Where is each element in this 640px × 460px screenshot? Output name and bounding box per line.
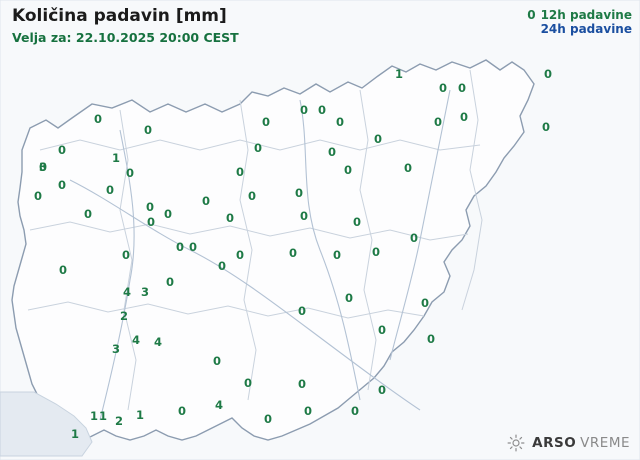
station-value: 4 [122, 285, 132, 299]
station-value: 0 [58, 263, 68, 277]
station-value: 3 [111, 342, 121, 356]
page-title: Količina padavin [mm] [12, 6, 227, 26]
station-value: 0 [373, 132, 383, 146]
adriatic-sea [0, 391, 93, 457]
station-value: 0 [225, 211, 235, 225]
station-value: 0 [317, 103, 327, 117]
sun-icon [507, 434, 525, 452]
station-value: 0 [299, 209, 309, 223]
station-value: 0 [350, 404, 360, 418]
station-value: 1 [111, 151, 121, 165]
station-value: 0 [297, 304, 307, 318]
station-value: 0 [263, 412, 273, 426]
station-value: 0 [125, 166, 135, 180]
station-value: 0 [377, 383, 387, 397]
legend-row-12h: 0 12h padavine [527, 8, 632, 22]
station-value: 0 [217, 259, 227, 273]
station-value: 0 [235, 248, 245, 262]
station-value: 0 [541, 120, 551, 134]
station-value: 0 [433, 115, 443, 129]
station-value: 0 [57, 143, 67, 157]
station-value: 0 [299, 103, 309, 117]
station-value: 0 [163, 207, 173, 221]
region-boundaries [27, 69, 483, 411]
station-value: 0 [438, 81, 448, 95]
station-value: 0 [146, 215, 156, 229]
station-value: 0 [420, 296, 430, 310]
station-value: 0 [177, 404, 187, 418]
valid-time-subtitle: Velja za: 22.10.2025 20:00 CEST [12, 30, 239, 45]
station-value: 2 [119, 309, 129, 323]
station-value: 0 [344, 291, 354, 305]
station-value: 0 [371, 245, 381, 259]
station-value: 3 [38, 160, 48, 174]
title-block: Količina padavin [mm] Velja za: 22.10.20… [12, 6, 239, 46]
station-value: 0 [297, 377, 307, 391]
station-value: 0 [352, 215, 362, 229]
station-value: 0 [121, 248, 131, 262]
brand-vreme-text: VREME [580, 435, 630, 451]
rivers [69, 89, 451, 421]
station-value: 0 [377, 323, 387, 337]
legend-row-24h: 24h padavine [527, 22, 632, 37]
station-value: 0 [335, 115, 345, 129]
station-value: 0 [145, 200, 155, 214]
station-value: 0 [343, 163, 353, 177]
station-value: 1 [70, 427, 80, 441]
legend-label-12h: 12h padavine [540, 8, 632, 22]
brand-arso-text: ARSO [532, 435, 577, 451]
station-value: 0 [38, 160, 48, 174]
station-value: 0 [247, 189, 257, 203]
station-value: 0 [261, 115, 271, 129]
station-value: 4 [214, 398, 224, 412]
station-value: 0 [409, 231, 419, 245]
station-value: 0 [243, 376, 253, 390]
station-value: 0 [105, 183, 115, 197]
station-value: 0 [93, 112, 103, 126]
station-value: 0 [327, 145, 337, 159]
station-value: 4 [153, 335, 163, 349]
station-value: 0 [543, 67, 553, 81]
station-value: 0 [175, 240, 185, 254]
station-value: 0 [201, 194, 211, 208]
station-value: 0 [253, 141, 263, 155]
station-value: 0 [83, 207, 93, 221]
station-value: 0 [459, 110, 469, 124]
station-value: 3 [140, 285, 150, 299]
station-value: 0 [294, 186, 304, 200]
legend-label-24h: 24h padavine [540, 22, 632, 36]
station-value: 1 [394, 67, 404, 81]
station-value: 1 [98, 409, 108, 423]
station-value: 4 [131, 333, 141, 347]
station-value: 0 [235, 165, 245, 179]
station-value: 0 [332, 248, 342, 262]
legend: 0 12h padavine 24h padavine [527, 8, 632, 37]
station-value: 0 [426, 332, 436, 346]
station-value: 0 [457, 81, 467, 95]
station-value: 0 [33, 189, 43, 203]
station-value: 0 [188, 240, 198, 254]
station-value: 0 [303, 404, 313, 418]
station-value: 2 [114, 414, 124, 428]
station-value: 1 [135, 408, 145, 422]
station-value: 0 [212, 354, 222, 368]
station-value: 0 [403, 161, 413, 175]
brand-logo: ARSO VREME [507, 434, 630, 452]
station-value: 0 [143, 123, 153, 137]
station-value: 0 [57, 178, 67, 192]
station-value: 0 [165, 275, 175, 289]
station-value: 1 [89, 409, 99, 423]
legend-sample-value: 0 [527, 8, 536, 22]
station-value: 0 [288, 246, 298, 260]
